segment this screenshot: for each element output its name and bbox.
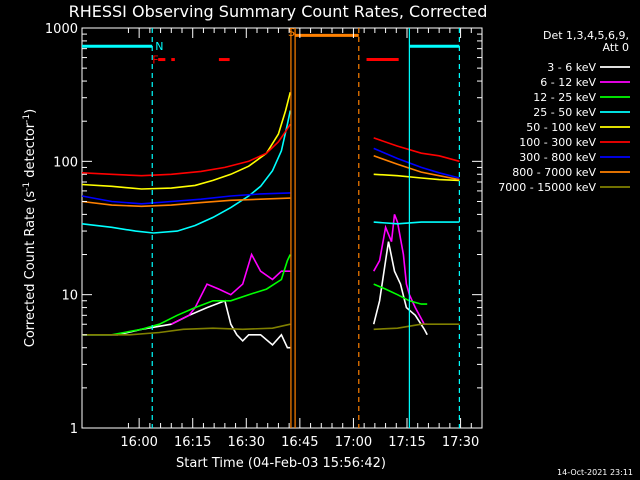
series-line [81, 192, 291, 205]
series-line [82, 299, 291, 349]
y-tick-label: 100 [53, 155, 78, 170]
series-line [373, 221, 460, 225]
x-tick-label: 17:15 [388, 435, 425, 450]
legend-label: 7000 - 15000 keV [498, 181, 596, 194]
legend-label: 6 - 12 keV [540, 76, 596, 89]
series-line [373, 173, 460, 182]
series-line [373, 214, 428, 325]
series-line [81, 197, 291, 208]
y-axis-label-end: ) [23, 109, 38, 114]
legend-title-line2: Att 0 [603, 41, 629, 54]
series-line [373, 155, 460, 181]
legend-label: 3 - 6 keV [547, 61, 596, 74]
series-line [373, 147, 460, 179]
y-axis-label-main: Corrected Count Rate (s [23, 191, 38, 348]
series-line [82, 254, 292, 336]
x-tick-label: 16:30 [228, 435, 265, 450]
series-line [372, 241, 428, 336]
footer-date: 14-Oct-2021 23:11 [557, 468, 633, 477]
series-line [82, 323, 291, 336]
series-line [81, 110, 292, 234]
chart-title: RHESSI Observing Summary Count Rates, Co… [69, 2, 488, 21]
legend-label: 50 - 100 keV [526, 121, 596, 134]
x-tick-label: 17:30 [442, 435, 479, 450]
series-line [373, 283, 428, 305]
legend-label: 300 - 800 keV [519, 151, 596, 164]
x-tick-label: 16:00 [120, 435, 157, 450]
flag-label: N [155, 40, 163, 53]
y-tick-label: 1 [70, 422, 78, 437]
series-line [81, 92, 292, 190]
y-axis: 1 10 100 1000 [45, 22, 482, 437]
flag-label: F [152, 54, 158, 67]
plot-area: NF S [81, 26, 483, 429]
legend: Det 1,3,4,5,6,9, Att 0 3 - 6 keV 6 - 12 k… [498, 29, 630, 194]
series-line [170, 252, 291, 325]
data-layer [81, 92, 460, 349]
y-axis-label-sup1: -1 [22, 182, 32, 191]
y-tick-label: 1000 [45, 22, 78, 37]
legend-label: 800 - 7000 keV [512, 166, 596, 179]
series-line [373, 323, 460, 331]
x-axis: 16:00 16:15 16:30 16:45 17:00 17:15 17:30 [120, 28, 479, 450]
marker-layer: NF S [82, 26, 460, 428]
legend-label: 25 - 50 keV [533, 106, 596, 119]
y-tick-label: 10 [61, 289, 78, 304]
x-tick-label: 16:15 [174, 435, 211, 450]
series-line [373, 137, 460, 163]
x-tick-label: 16:45 [281, 435, 318, 450]
plot-frame [81, 27, 483, 429]
y-axis-label-mid: detector [23, 122, 38, 182]
x-tick-label: 17:00 [335, 435, 372, 450]
flag-label: S [288, 26, 295, 39]
x-axis-label: Start Time (04-Feb-03 15:56:42) [176, 456, 386, 471]
legend-label: 100 - 300 keV [519, 136, 596, 149]
y-axis-label: Corrected Count Rate (s-1 detector-1) [22, 109, 38, 347]
legend-label: 12 - 25 keV [533, 91, 596, 104]
y-axis-label-sup2: -1 [22, 114, 32, 123]
series-line [81, 123, 291, 177]
legend-title-line1: Det 1,3,4,5,6,9, [543, 29, 629, 42]
